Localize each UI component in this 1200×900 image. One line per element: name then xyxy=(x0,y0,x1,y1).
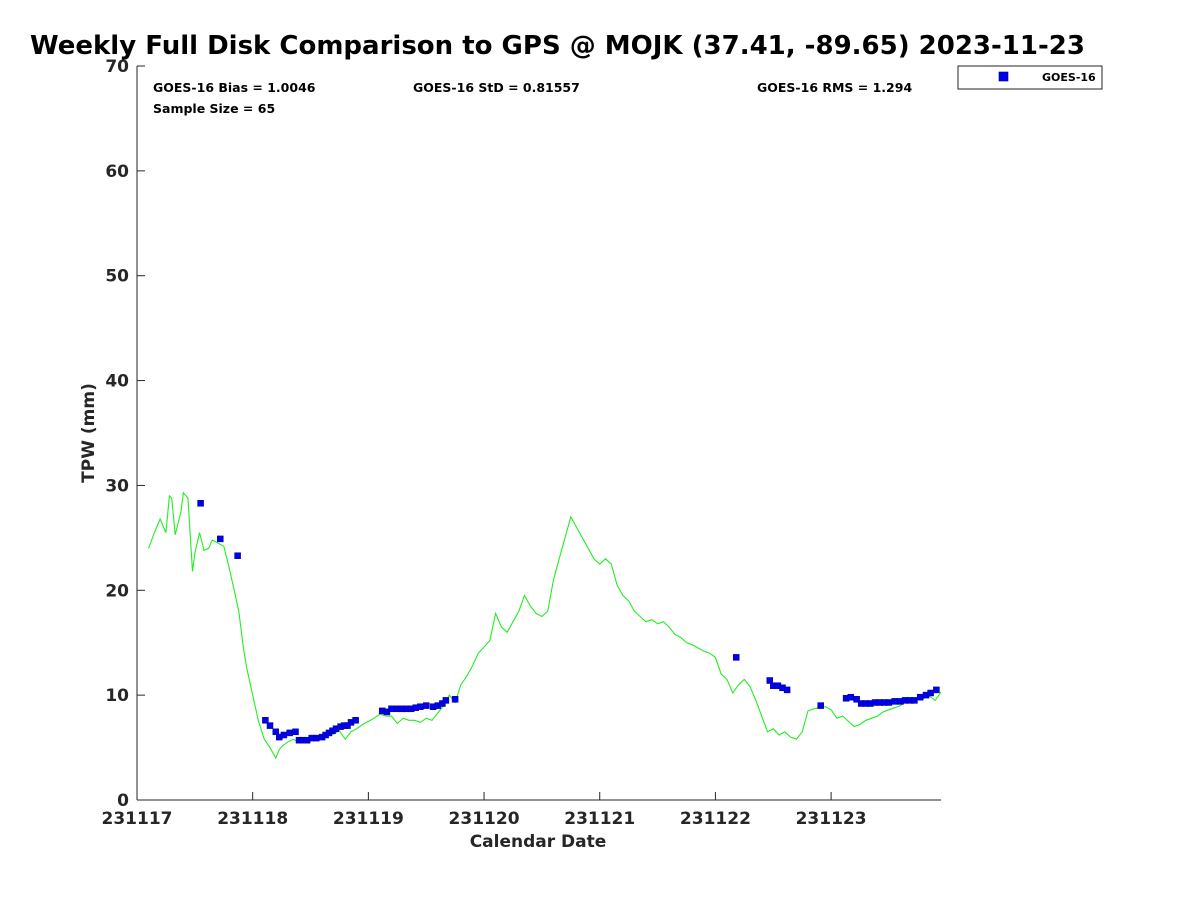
goes16-data-point xyxy=(280,731,288,739)
legend-box xyxy=(957,65,1103,90)
goes16-data-point xyxy=(783,686,791,694)
goes16-data-point xyxy=(732,654,740,661)
goes16-data-point xyxy=(286,729,293,737)
y-tick-label: 10 xyxy=(105,686,129,706)
legend-label: GOES-16 xyxy=(1042,71,1096,84)
goes16-data-point xyxy=(451,696,459,703)
goes16-data-point xyxy=(422,702,430,709)
y-tick-label: 0 xyxy=(117,791,129,811)
goes16-data-point xyxy=(891,698,898,705)
goes16-data-point xyxy=(927,689,934,697)
plot-frame xyxy=(137,66,941,800)
goes16-data-point xyxy=(885,699,893,706)
goes16-data-point xyxy=(853,696,860,703)
y-tick-label: 60 xyxy=(105,162,129,182)
x-tick-label: 231117 xyxy=(102,809,173,829)
goes16-data-point xyxy=(262,717,269,724)
goes16-data-point xyxy=(847,693,855,701)
y-tick-label: 70 xyxy=(105,57,129,77)
goes16-data-point xyxy=(272,728,280,736)
y-axis-label: TPW (mm) xyxy=(79,383,99,483)
plot-area xyxy=(136,66,941,801)
x-tick-label: 231123 xyxy=(796,809,867,829)
y-tick-label: 30 xyxy=(105,476,129,496)
stat-rms: GOES-16 RMS = 1.294 xyxy=(757,80,912,95)
goes16-data-point xyxy=(388,705,395,713)
gps-series-line xyxy=(148,491,942,760)
x-tick-label: 231119 xyxy=(333,809,404,829)
legend-marker xyxy=(998,71,1009,82)
goes16-data-point xyxy=(442,697,450,704)
y-tick-label: 50 xyxy=(105,267,129,287)
x-tick-label: 231118 xyxy=(217,809,288,829)
goes16-data-point xyxy=(217,535,224,543)
goes16-data-point xyxy=(933,686,940,694)
y-axis-ticks: 0 10 20 30 40 50 60 70 xyxy=(105,57,145,811)
stat-bias: GOES-16 Bias = 1.0046 xyxy=(153,80,316,95)
y-tick-label: 20 xyxy=(105,581,129,601)
x-tick-label: 231122 xyxy=(680,809,751,829)
y-tick-label: 40 xyxy=(105,372,129,392)
goes16-marker-layer xyxy=(197,500,940,744)
goes16-data-point xyxy=(766,677,774,684)
goes16-data-point xyxy=(916,693,924,701)
goes16-data-point xyxy=(234,552,241,559)
goes16-data-point xyxy=(817,702,824,709)
goes16-data-point xyxy=(911,697,918,704)
goes16-data-point xyxy=(292,728,299,736)
x-axis-ticks: 231117 231118 231119 231120 231121 231122 2311… xyxy=(102,792,867,829)
chart-title: Weekly Full Disk Comparison to GPS @ MOJ… xyxy=(30,31,1085,61)
goes16-data-point xyxy=(417,703,424,710)
stat-sample-size: Sample Size = 65 xyxy=(153,101,275,116)
goes16-data-point xyxy=(197,500,204,507)
goes16-data-point xyxy=(266,722,274,729)
stat-std: GOES-16 StD = 0.81557 xyxy=(413,80,580,95)
gps-line-layer xyxy=(148,491,942,760)
x-tick-label: 231120 xyxy=(449,809,520,829)
legend: GOES-16 xyxy=(957,65,1103,90)
goes16-data-point xyxy=(313,734,320,742)
stats-box: GOES-16 Bias = 1.0046 GOES-16 StD = 0.81… xyxy=(153,80,912,116)
goes16-data-point xyxy=(352,717,359,724)
x-axis-label: Calendar Date xyxy=(470,832,607,852)
x-tick-label: 231121 xyxy=(564,809,635,829)
